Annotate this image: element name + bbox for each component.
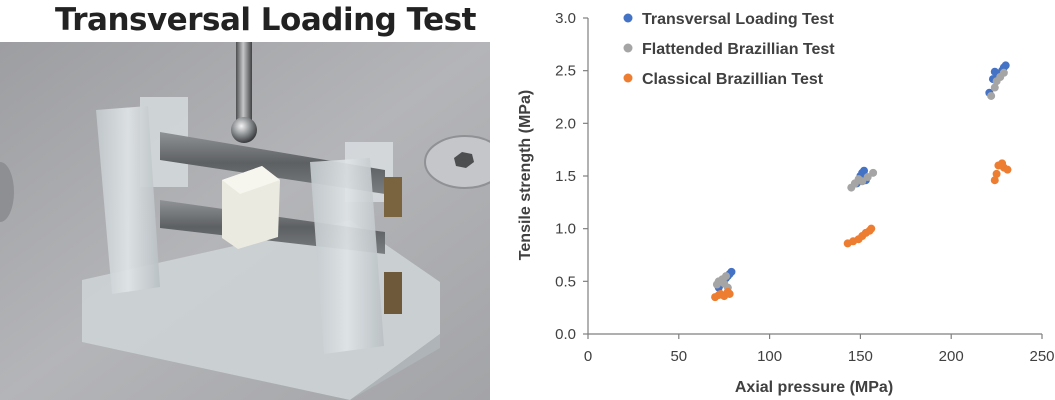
loading-ball	[231, 117, 257, 143]
legend-marker	[623, 73, 633, 83]
y-tick-label: 1.0	[555, 221, 576, 238]
legend-marker	[623, 43, 633, 53]
data-point	[999, 68, 1008, 77]
front-block-left	[96, 106, 160, 294]
x-tick-label: 0	[584, 348, 592, 365]
hex-socket	[454, 152, 474, 168]
front-block-right	[310, 158, 384, 354]
y-tick-label: 0.0	[555, 326, 576, 343]
background-hole	[0, 162, 14, 222]
data-point	[992, 169, 1001, 178]
data-point	[987, 91, 996, 100]
legend-label: Transversal Loading Test	[642, 11, 834, 28]
data-point	[722, 272, 731, 281]
y-tick-label: 3.0	[555, 10, 576, 27]
data-point	[867, 224, 876, 233]
brass-pad-upper	[384, 177, 402, 217]
legend-marker	[623, 13, 633, 23]
x-tick-label: 250	[1029, 348, 1054, 365]
data-point	[990, 176, 999, 185]
specimen-top	[222, 166, 280, 194]
y-tick-label: 2.0	[555, 115, 576, 132]
y-tick-label: 2.5	[555, 63, 576, 80]
chart-axes	[587, 18, 1042, 335]
y-axis-label: Tensile strength (MPa)	[517, 90, 534, 260]
y-tick-label: 1.5	[555, 168, 576, 185]
data-point	[725, 289, 734, 298]
data-point	[860, 166, 869, 175]
legend-label: Flattended Brazillian Test	[642, 41, 835, 58]
data-points	[711, 61, 1012, 302]
x-tick-label: 200	[939, 348, 964, 365]
data-point	[727, 267, 736, 276]
data-point	[1001, 61, 1010, 70]
x-tick-label: 100	[757, 348, 782, 365]
loading-rod	[236, 42, 252, 124]
data-point	[990, 83, 999, 92]
photo-title: Transversal Loading Test	[55, 2, 476, 38]
y-tick-label: 0.5	[555, 273, 576, 290]
data-point	[1003, 165, 1012, 174]
x-tick-label: 50	[670, 348, 687, 365]
data-point	[858, 177, 867, 186]
x-axis-label: Axial pressure (MPa)	[735, 379, 893, 396]
x-tick-labels: 0 50 100 150 200 250	[584, 334, 1055, 365]
scatter-chart: 0 50 100 150 200 250 0.0 0.5 1.0 1.5 2.0 2.5 3.0 Tr…	[517, 10, 1055, 396]
y-tick-labels: 0.0 0.5 1.0 1.5 2.0 2.5 3.0	[555, 10, 588, 343]
test-fixture-photo	[0, 42, 490, 400]
chart-legend: Transversal Loading Test Flattended Brazi…	[623, 11, 835, 88]
brass-pad-lower	[384, 272, 402, 314]
data-point	[863, 173, 872, 182]
x-tick-label: 150	[848, 348, 873, 365]
data-point	[869, 168, 878, 177]
legend-label: Classical Brazillian Test	[642, 71, 824, 88]
